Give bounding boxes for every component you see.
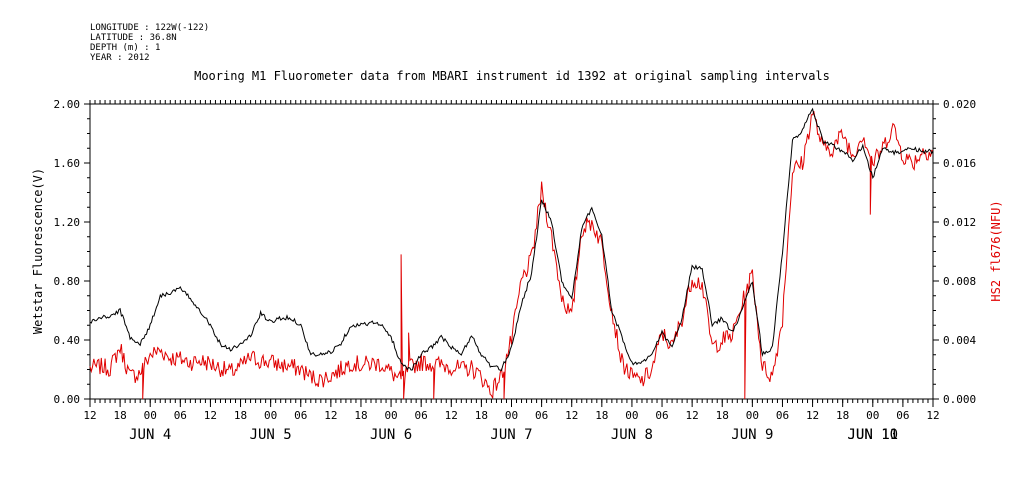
left-tick-label: 2.00 [54, 98, 81, 111]
hour-tick-label: 06 [174, 409, 187, 422]
hour-tick-label: 00 [144, 409, 157, 422]
day-label: JUN 8 [611, 427, 653, 443]
y-axis-left-label: Wetstar Fluorescence(V) [31, 168, 45, 334]
right-tick-label: 0.020 [943, 98, 976, 111]
left-tick-label: 1.60 [54, 157, 81, 170]
hour-tick-label: 06 [294, 409, 307, 422]
hour-tick-label: 18 [234, 409, 247, 422]
day-label: JUN 5 [250, 427, 292, 443]
right-tick-label: 0.012 [943, 216, 976, 229]
hour-tick-label: 12 [204, 409, 217, 422]
hour-tick-label: 00 [866, 409, 879, 422]
day-label: JUN 4 [129, 427, 171, 443]
plot-frame [89, 103, 934, 400]
hour-tick-label: 06 [655, 409, 668, 422]
hour-tick-label: 06 [896, 409, 909, 422]
series-hs2-fl676 [89, 110, 934, 400]
hour-tick-label: 18 [595, 409, 608, 422]
hour-tick-label: 00 [746, 409, 759, 422]
hour-tick-label: 18 [113, 409, 126, 422]
hour-tick-label: 00 [384, 409, 397, 422]
day-label: JUN 7 [490, 427, 532, 443]
hour-tick-label: 12 [445, 409, 458, 422]
hour-tick-label: 12 [83, 409, 96, 422]
mooring-metadata: LONGITUDE : 122W(-122) LATITUDE : 36.8N … [90, 23, 209, 63]
left-tick-label: 0.80 [54, 275, 81, 288]
hour-tick-label: 18 [354, 409, 367, 422]
hour-tick-label: 00 [625, 409, 638, 422]
right-y-axis: 0.000 0.004 0.008 0.012 0.016 0.020 [933, 98, 976, 406]
left-tick-label: 0.40 [54, 334, 81, 347]
hour-tick-label: 12 [324, 409, 337, 422]
meta-depth: DEPTH (m) : 1 [90, 43, 160, 53]
hour-tick-label: 12 [565, 409, 578, 422]
left-tick-label: 0.00 [54, 393, 81, 406]
right-tick-label: 0.016 [943, 157, 976, 170]
day-label: JUN 11 [847, 427, 898, 443]
series-line [89, 107, 934, 371]
day-label: JUN 10 [847, 427, 898, 443]
chart-title: Mooring M1 Fluorometer data from MBARI i… [194, 69, 830, 83]
day-label: JUN 6 [370, 427, 412, 443]
hour-tick-label: 00 [264, 409, 277, 422]
day-label: JUN 9 [731, 427, 773, 443]
hour-tick-label: 00 [505, 409, 518, 422]
hour-tick-label: 18 [716, 409, 729, 422]
meta-year: YEAR : 2012 [90, 53, 150, 63]
left-tick-label: 1.20 [54, 216, 81, 229]
hour-tick-label: 06 [535, 409, 548, 422]
minor-ticks [89, 100, 934, 403]
right-tick-label: 0.008 [943, 275, 976, 288]
hour-tick-label: 06 [776, 409, 789, 422]
hour-tick-label: 12 [926, 409, 939, 422]
hour-tick-label: 18 [475, 409, 488, 422]
right-tick-label: 0.004 [943, 334, 976, 347]
meta-longitude: LONGITUDE : 122W(-122) [90, 23, 209, 33]
hour-tick-label: 18 [836, 409, 849, 422]
hour-tick-label: 12 [686, 409, 699, 422]
series-wetstar [89, 107, 934, 371]
hour-tick-label: 12 [806, 409, 819, 422]
y-axis-right-label: HS2 fl676(NFU) [989, 200, 1003, 301]
right-tick-label: 0.000 [943, 393, 976, 406]
left-y-axis: 0.00 0.40 0.80 1.20 1.60 2.00 [54, 98, 90, 406]
hour-tick-label: 06 [415, 409, 428, 422]
x-axis: 12 18 00 06 12 18 00 06 12 18 00 06 12 18 00 06 12 18 00 06… [83, 399, 940, 443]
meta-latitude: LATITUDE : 36.8N [90, 33, 177, 43]
series-line [89, 110, 934, 400]
